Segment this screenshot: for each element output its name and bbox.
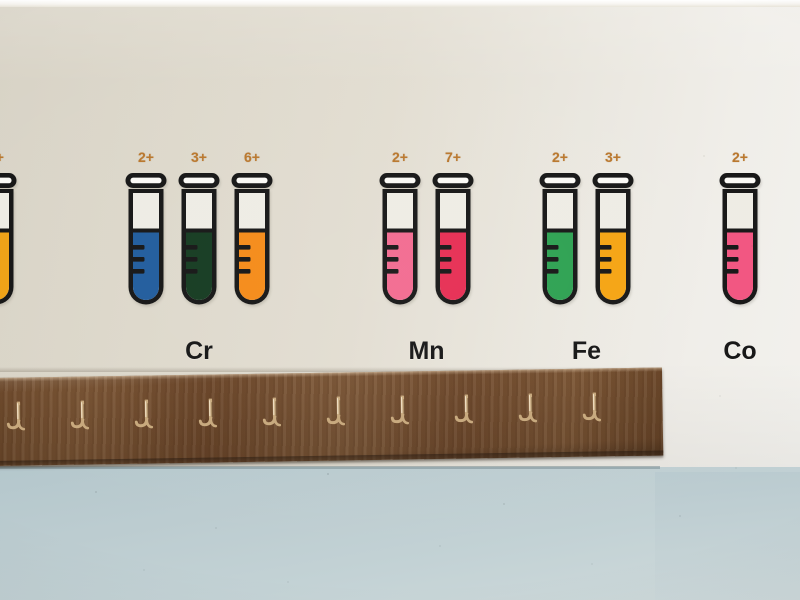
ion-charge-label: 3+ — [605, 149, 621, 165]
poster-bottom-shadow — [0, 367, 660, 372]
test-tube-icon — [378, 169, 422, 321]
coat-hook-8[interactable] — [454, 394, 477, 428]
element-symbol-label: Mn — [408, 337, 445, 365]
ion-charge-label: 5+ — [0, 150, 4, 164]
element-symbol-label: Co — [723, 337, 757, 365]
tube-row: 2+ 7+ — [378, 150, 475, 321]
coat-hook-5[interactable] — [262, 397, 285, 431]
test-tube-icon — [431, 169, 475, 321]
ion-charge-label: 2+ — [138, 149, 154, 165]
element-group-co: 2+ Co — [718, 150, 762, 365]
element-symbol-label: Cr — [185, 337, 213, 365]
test-tube-icon — [124, 169, 168, 321]
coat-hook-7[interactable] — [390, 395, 413, 429]
test-tube-fe-3plus: 3+ — [591, 150, 635, 321]
ion-charge-label: 6+ — [244, 149, 260, 165]
test-tube-icon — [0, 169, 18, 321]
test-tube-cr-2plus: 2+ — [124, 150, 168, 321]
coat-hook-6[interactable] — [326, 396, 349, 430]
coat-hook-10[interactable] — [582, 392, 605, 426]
coat-hook-1[interactable] — [6, 401, 29, 435]
ion-charge-label: 7+ — [445, 149, 461, 165]
test-tube-icon — [538, 169, 582, 321]
test-tube-cr-6plus: 6+ — [230, 150, 274, 321]
test-tube-icon — [718, 169, 762, 321]
ceiling-edge — [0, 0, 800, 7]
test-tube-icon — [591, 169, 635, 321]
element-group-cr: 2+ 3+ 6+ — [124, 150, 274, 365]
element-group-mn: 2+ 7+ Mn — [378, 150, 475, 365]
test-tube-x-5plus: 5+ — [0, 150, 18, 321]
coat-hook-rail[interactable] — [0, 367, 664, 471]
test-tube-mn-7plus: 7+ — [431, 150, 475, 321]
element-group-fe: 2+ 3+ Fe — [538, 150, 635, 365]
tube-row: 2+ 3+ — [538, 150, 635, 321]
ion-charge-label: 3+ — [191, 149, 207, 165]
chemistry-poster: 5+ 2+ 3+ — [0, 150, 800, 385]
test-tube-fe-2plus: 2+ — [538, 150, 582, 321]
test-tube-icon — [177, 169, 221, 321]
coat-hook-9[interactable] — [518, 393, 541, 427]
element-group-partial: 5+ — [0, 150, 18, 321]
element-symbol-label: Fe — [571, 337, 602, 365]
coat-hook-4[interactable] — [198, 398, 221, 432]
test-tube-co-2plus: 2+ — [718, 150, 762, 321]
test-tube-mn-2plus: 2+ — [378, 150, 422, 321]
wall-colour-divider — [0, 466, 660, 469]
test-tube-icon — [230, 169, 274, 321]
coat-hook-3[interactable] — [134, 399, 157, 433]
tube-row: 2+ — [718, 150, 762, 321]
ion-charge-label: 2+ — [552, 149, 568, 165]
tube-row: 2+ 3+ 6+ — [124, 150, 274, 321]
ion-charge-label: 2+ — [732, 149, 748, 165]
tube-row: 5+ — [0, 150, 18, 321]
ion-charge-label: 2+ — [392, 149, 408, 165]
coat-hook-2[interactable] — [70, 400, 93, 434]
test-tube-cr-3plus: 3+ — [177, 150, 221, 321]
lower-wall-right — [655, 472, 800, 600]
